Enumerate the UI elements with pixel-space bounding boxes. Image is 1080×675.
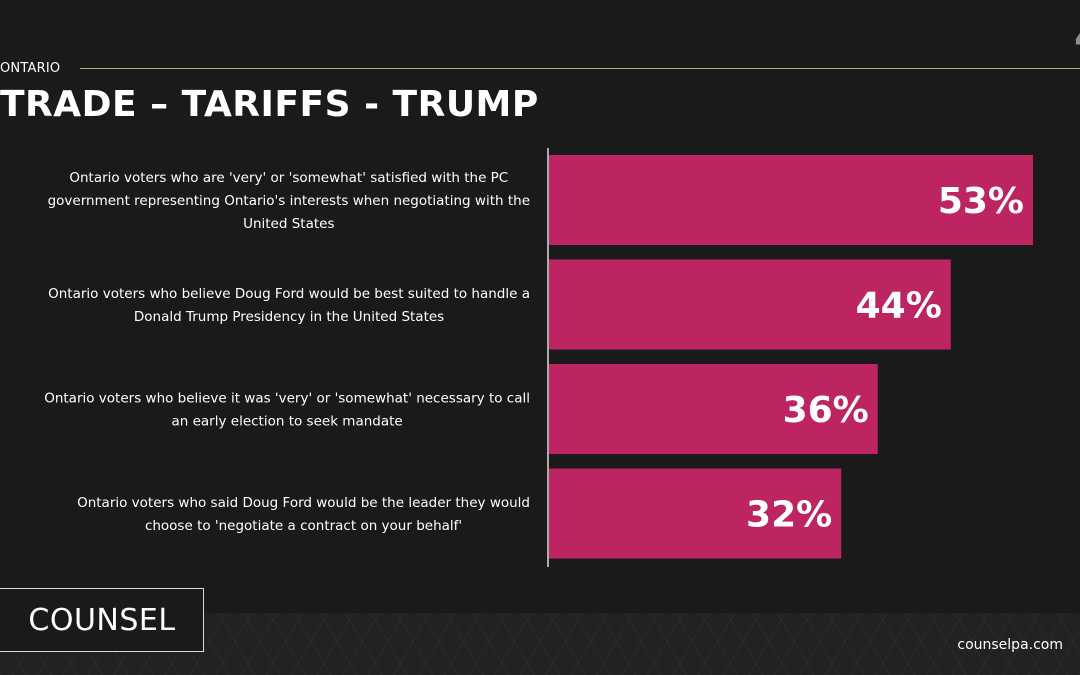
page-number: 4 [1074,18,1080,58]
website-link[interactable]: counselpa.com [957,637,1063,653]
bar [549,468,842,559]
slide-title: TRADE – TARIFFS - TRUMP [0,84,539,125]
category-label: choose to 'negotiate a contract on your … [145,518,462,534]
section-label: ONTARIO [0,61,61,76]
bar-value-label: 44% [856,286,942,327]
bar [549,155,1033,245]
bar [549,364,878,454]
category-label: an early election to seek mandate [171,414,402,430]
bar-value-label: 32% [746,495,832,536]
category-label: Ontario voters who are 'very' or 'somewh… [69,170,508,186]
bar-value-label: 36% [783,390,869,431]
category-label: Donald Trump Presidency in the United St… [134,309,444,325]
category-label: United States [243,216,334,232]
category-label: government representing Ontario's intere… [48,193,530,209]
bar-chart: 53% Ontario voters who are 'very' or 'som… [44,148,1033,567]
logo-text: COUNSEL [28,602,176,638]
category-label: Ontario voters who said Doug Ford would … [77,495,530,511]
bar [549,259,951,350]
category-label: Ontario voters who believe Doug Ford wou… [48,286,530,302]
header-divider [80,68,1080,69]
bar-value-label: 53% [938,181,1024,222]
counsel-logo: COUNSEL [0,588,204,652]
category-label: Ontario voters who believe it was 'very'… [44,391,530,407]
